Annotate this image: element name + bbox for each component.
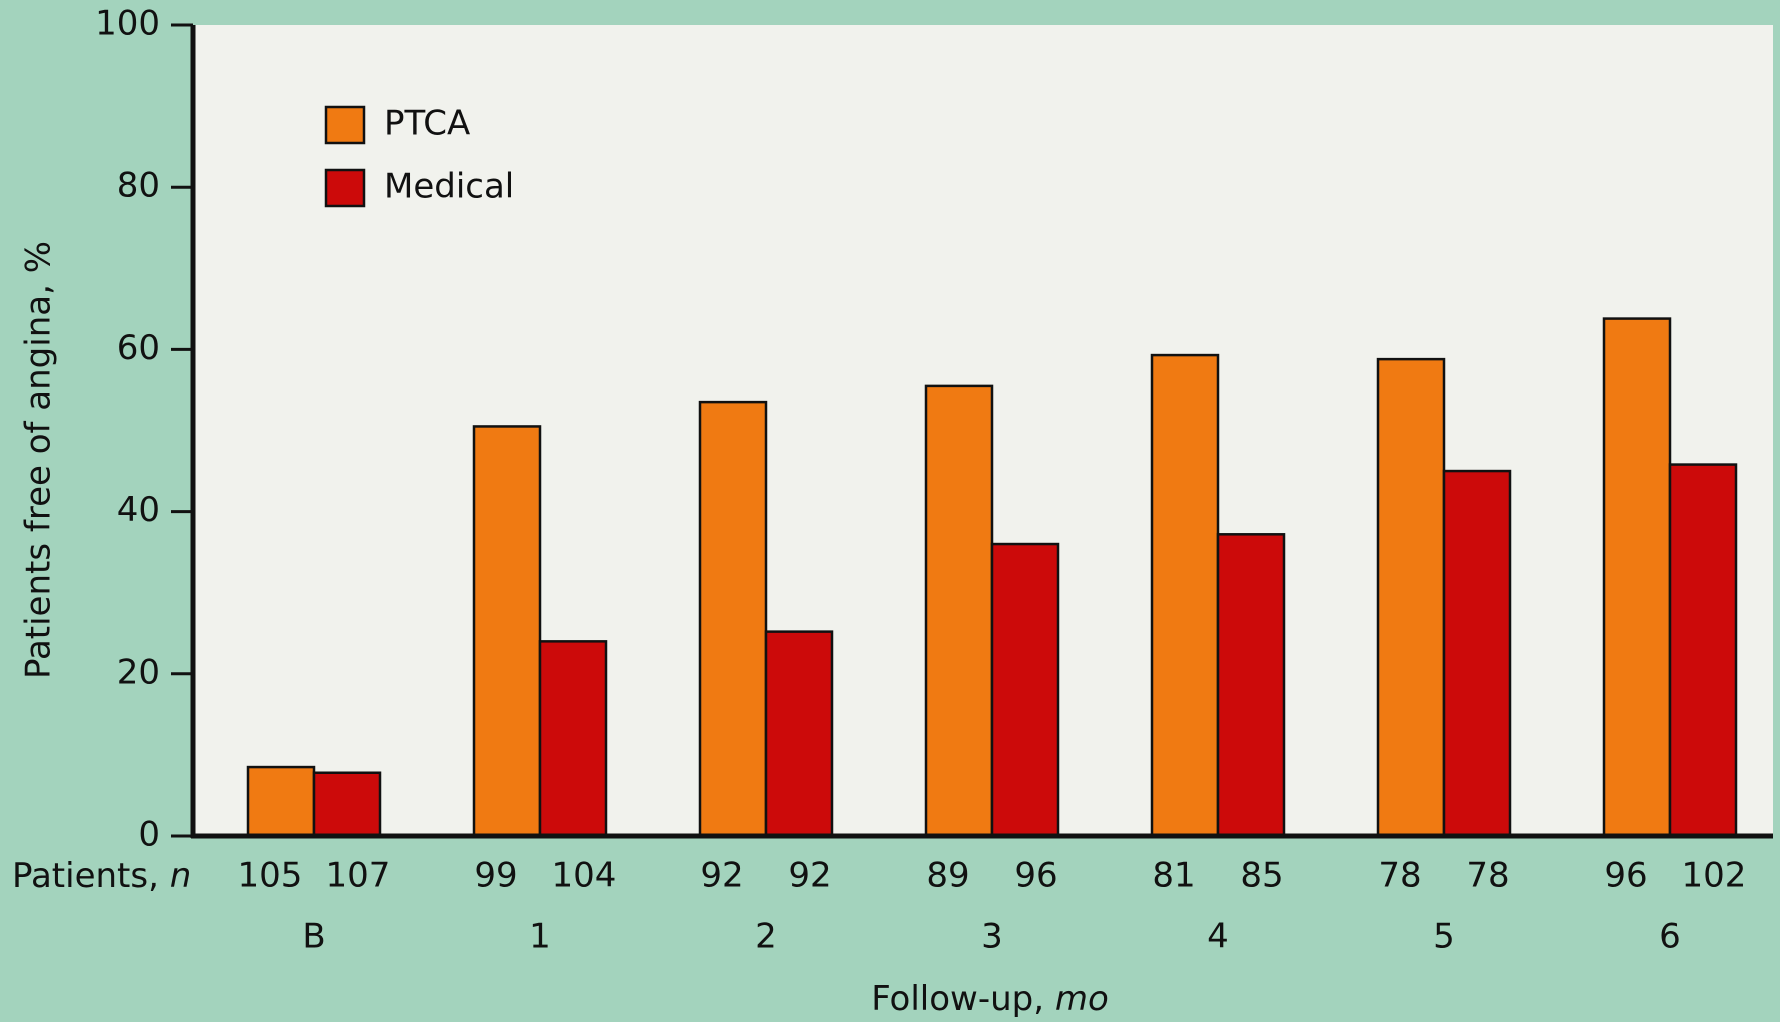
x-tick-label: 1: [529, 917, 551, 957]
x-tick-label: 5: [1433, 917, 1455, 957]
x-tick-label: 4: [1207, 917, 1229, 957]
bar: [1602, 317, 1672, 838]
patient-count: 105: [238, 856, 303, 896]
x-axis-title-text: Follow-up,: [871, 979, 1044, 1019]
y-tick-label: 60: [117, 328, 160, 368]
bar: [1150, 353, 1220, 838]
patients-label-text: Patients,: [12, 856, 159, 896]
bar: [472, 425, 542, 838]
bar: [1376, 357, 1446, 838]
patients-label-unit: n: [170, 856, 192, 896]
patient-count: 85: [1240, 856, 1283, 896]
patient-count: 89: [926, 856, 969, 896]
y-axis-title: Patients free of angina, %: [19, 241, 59, 679]
patient-count: 78: [1466, 856, 1509, 896]
patient-count: 78: [1378, 856, 1421, 896]
patient-count: 81: [1152, 856, 1195, 896]
bar: [246, 765, 316, 838]
y-tick-label: 40: [117, 490, 160, 530]
bar: [538, 640, 608, 838]
bar: [764, 630, 834, 838]
bar: [1216, 533, 1286, 838]
x-axis-title: Follow-up, mo: [871, 979, 1109, 1019]
patient-count: 92: [700, 856, 743, 896]
y-tick-label: 100: [95, 4, 160, 44]
y-tick-label: 80: [117, 166, 160, 206]
x-tick-label: B: [302, 917, 325, 957]
bar: [698, 400, 768, 838]
legend-swatch: [324, 105, 366, 145]
bar: [1668, 463, 1738, 838]
y-tick-label: 20: [117, 652, 160, 692]
bar: [924, 384, 994, 838]
bar: [990, 542, 1060, 838]
legend-label: Medical: [384, 167, 514, 207]
x-tick-label: 3: [981, 917, 1003, 957]
x-axis-title-unit: mo: [1055, 979, 1109, 1019]
patient-count: 102: [1682, 856, 1747, 896]
patient-count: 104: [552, 856, 617, 896]
patients-label: Patients, n: [12, 856, 191, 896]
y-tick-label: 0: [138, 815, 160, 855]
patient-count: 92: [788, 856, 831, 896]
legend-label: PTCA: [384, 104, 470, 144]
patient-count: 99: [474, 856, 517, 896]
patient-count: 107: [326, 856, 391, 896]
patient-count: 96: [1604, 856, 1647, 896]
legend-swatch: [324, 168, 366, 208]
x-tick-label: 2: [755, 917, 777, 957]
bar: [1442, 469, 1512, 838]
patient-count: 96: [1014, 856, 1057, 896]
bar: [312, 771, 382, 838]
x-tick-label: 6: [1659, 917, 1681, 957]
